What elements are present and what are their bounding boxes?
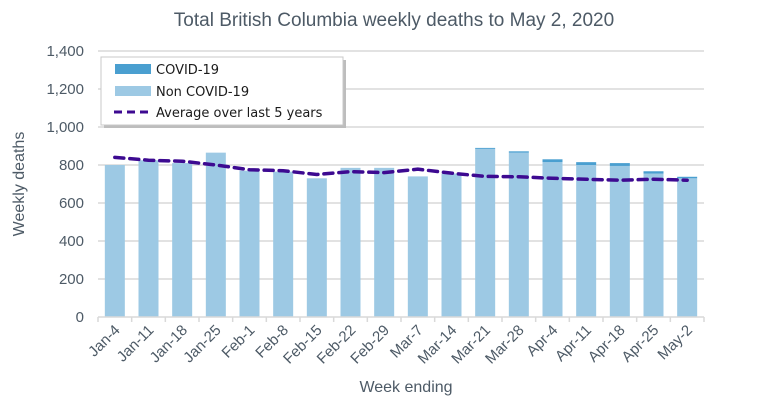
bar-covid [643,171,664,174]
x-axis-title: Week ending [359,379,452,396]
bar-covid [542,159,563,163]
average-line [113,155,689,182]
bar-non-covid [609,165,630,317]
bar-non-covid [576,165,597,317]
y-tick-label: 600 [59,195,84,212]
y-axis-title: Weekly deaths [11,132,28,237]
x-tick-label: Feb-1 [219,322,259,362]
bars [104,147,698,317]
y-tick-label: 0 [76,309,84,326]
bar-non-covid [508,152,529,317]
bar-non-covid [340,167,361,317]
bar-covid [677,176,698,179]
bar-non-covid [407,176,428,317]
bar-non-covid [542,162,563,317]
y-tick-label: 1,200 [46,81,84,98]
average-line-path [113,155,689,182]
x-tick-label: Jan-25 [180,322,224,366]
y-tick-label: 800 [59,157,84,174]
bar-non-covid [441,173,462,317]
legend-label-covid: COVID-19 [156,63,219,78]
bar-covid [508,151,529,153]
bar-non-covid [172,163,193,317]
bar-non-covid [475,148,496,317]
x-tick-label: Apr-18 [585,322,629,366]
legend-label-average: Average over last 5 years [156,106,323,121]
legend-swatch-non-covid [115,86,151,96]
bar-non-covid [677,178,698,317]
x-tick-label: May-2 [654,322,695,363]
bar-covid [609,163,630,166]
y-tick-label: 1,000 [46,119,84,136]
y-tick-label: 200 [59,271,84,288]
x-axis: Jan-4Jan-11Jan-18Jan-25Feb-1Feb-8Feb-15F… [85,316,705,368]
legend-label-non-covid: Non COVID-19 [156,85,249,100]
bar-non-covid [138,160,159,317]
bar-non-covid [643,173,664,317]
x-tick-label: Feb-29 [347,322,393,368]
legend: COVID-19 Non COVID-19 Average over last … [100,56,346,128]
chart-title: Total British Columbia weekly deaths to … [174,10,614,31]
x-tick-label: Apr-25 [618,322,662,366]
y-tick-label: 1,400 [46,43,84,60]
bar-non-covid [239,170,260,317]
bar-non-covid [205,152,226,317]
bar-non-covid [104,165,125,317]
bar-covid [576,162,597,165]
y-axis-ticks: 0 200 400 600 800 1,000 1,200 1,400 [46,43,84,326]
x-tick-label: Mar-28 [482,322,528,368]
bar-non-covid [306,178,327,317]
bar-non-covid [273,171,294,317]
legend-swatch-covid [115,64,151,74]
y-tick-label: 400 [59,233,84,250]
bar-covid [475,147,496,149]
bar-non-covid [374,167,395,317]
